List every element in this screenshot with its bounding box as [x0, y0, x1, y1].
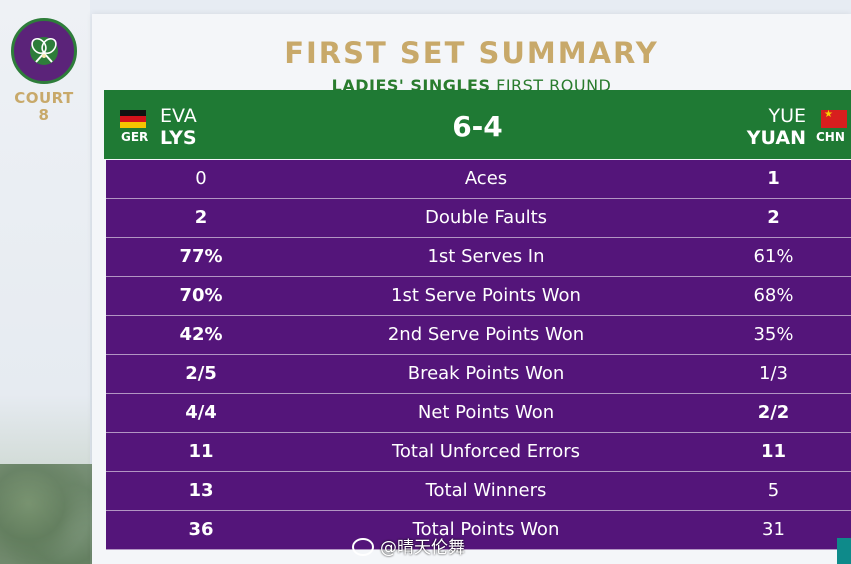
player2-stat-value: 2/2 — [757, 402, 790, 423]
player1-stat-value: 0 — [195, 168, 207, 189]
china-flag-icon — [821, 110, 847, 128]
watermark: @晴天伦舞 — [350, 532, 465, 558]
player2-stat-value: 31 — [762, 519, 785, 540]
stat-row: 42% 2nd Serve Points Won 35% — [106, 316, 851, 355]
player1-stat-value: 2 — [194, 207, 208, 228]
stat-row: 2/5 Break Points Won 1/3 — [106, 355, 851, 394]
player2-stat-value: 11 — [760, 441, 787, 462]
stat-row: 36 Total Points Won 31 — [106, 511, 851, 550]
player1-stat-value: 11 — [188, 441, 214, 462]
stat-row: 0 Aces 1 — [106, 160, 851, 199]
score-bar: GER EVA LYS 6-4 YUE YUAN CHN — [104, 90, 851, 159]
court-text: COURT — [14, 89, 74, 107]
stat-label: Total Winners — [425, 480, 547, 501]
weibo-icon — [350, 535, 374, 556]
trees-background — [0, 464, 95, 564]
stat-label: Aces — [464, 168, 508, 189]
player1-stat-value: 13 — [188, 480, 214, 501]
player1-stat-value: 77% — [179, 246, 223, 267]
stat-label: 2nd Serve Points Won — [387, 324, 585, 345]
stat-label: Double Faults — [424, 207, 548, 228]
stat-label: 1st Serves In — [427, 246, 545, 267]
player2-stat-value: 1 — [767, 168, 780, 189]
player2-first-name: YUE — [768, 105, 806, 127]
watermark-text: @晴天伦舞 — [380, 537, 465, 558]
player2-stat-value: 1/3 — [759, 363, 788, 384]
court-label: COURT 8 — [0, 90, 88, 124]
stat-label: Total Points Won — [412, 519, 560, 540]
player1-stat-value: 42% — [179, 324, 223, 345]
player2-stat-value: 5 — [767, 480, 780, 501]
player2-last-name: YUAN — [746, 127, 806, 149]
set-score: 6-4 — [452, 110, 503, 143]
stat-label: Total Unforced Errors — [391, 441, 581, 462]
player2-country: CHN — [816, 130, 845, 144]
player1-stat-value: 2/5 — [185, 363, 217, 384]
germany-flag-icon — [120, 110, 146, 128]
court-number: 8 — [38, 106, 50, 124]
player2-stat-value: 68% — [753, 285, 794, 306]
page-title: FIRST SET SUMMARY — [284, 36, 659, 70]
stats-table: 0 Aces 1 2 Double Faults 2 77% 1st Serves In 61%… — [106, 160, 851, 550]
stat-row: 2 Double Faults 2 — [106, 199, 851, 238]
venue-strip: COURT 8 — [0, 0, 95, 564]
crossed-rackets-icon — [30, 37, 58, 65]
player1-stat-value: 4/4 — [185, 402, 217, 423]
stat-label: Net Points Won — [417, 402, 555, 423]
player1-last-name: LYS — [160, 127, 197, 149]
wimbledon-logo — [11, 18, 77, 84]
stat-label: Break Points Won — [407, 363, 565, 384]
stat-row: 77% 1st Serves In 61% — [106, 238, 851, 277]
stat-label: 1st Serve Points Won — [391, 285, 581, 306]
player1-first-name: EVA — [160, 105, 197, 127]
player2-stat-value: 35% — [753, 324, 794, 345]
stat-row: 13 Total Winners 5 — [106, 472, 851, 511]
stat-row: 70% 1st Serve Points Won 68% — [106, 277, 851, 316]
stat-row: 4/4 Net Points Won 2/2 — [106, 394, 851, 433]
stat-row: 11 Total Unforced Errors 11 — [106, 433, 851, 472]
player1-stat-value: 70% — [179, 285, 223, 306]
player2-stat-value: 2 — [767, 207, 780, 228]
player1-stat-value: 36 — [188, 519, 214, 540]
player1-country: GER — [121, 130, 149, 144]
accent-bar — [837, 538, 851, 564]
player2-stat-value: 61% — [753, 246, 794, 267]
